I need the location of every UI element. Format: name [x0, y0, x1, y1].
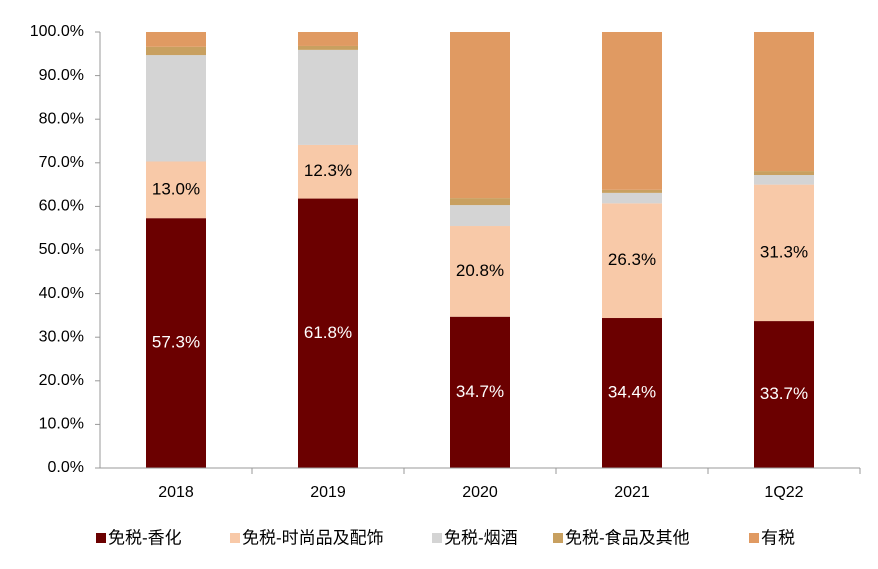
- bar-segment: [450, 226, 510, 317]
- y-tick-label: 50.0%: [39, 241, 84, 258]
- x-tick-label: 2019: [310, 484, 346, 501]
- value-label: 61.8%: [304, 323, 352, 342]
- bar-segment: [602, 189, 662, 193]
- y-tick-label: 20.0%: [39, 372, 84, 389]
- bar-segment: [298, 32, 358, 46]
- y-tick-label: 70.0%: [39, 154, 84, 171]
- y-tick-label: 100.0%: [30, 23, 84, 40]
- bar-segment: [146, 161, 206, 219]
- bar-segment: [298, 45, 358, 50]
- x-tick-label: 1Q22: [764, 484, 803, 501]
- bar-segment: [450, 198, 510, 206]
- legend-label: 免税-烟酒: [444, 528, 518, 547]
- value-label: 34.7%: [456, 382, 504, 401]
- bar-segment: [298, 144, 358, 199]
- bar-segment: [602, 203, 662, 319]
- bar-segment: [146, 55, 206, 162]
- y-tick-label: 60.0%: [39, 198, 84, 215]
- x-tick-label: 2018: [158, 484, 194, 501]
- x-tick-label: 2021: [614, 484, 650, 501]
- y-tick-label: 30.0%: [39, 328, 84, 345]
- value-label: 13.0%: [152, 179, 200, 198]
- x-tick-label: 2020: [462, 484, 498, 501]
- legend-label: 有税: [761, 528, 795, 547]
- legend-swatch: [749, 533, 759, 543]
- bar-segment: [146, 218, 206, 468]
- legend-swatch: [553, 533, 563, 543]
- y-tick-label: 10.0%: [39, 416, 84, 433]
- bar-segment: [754, 175, 814, 185]
- bar-segment: [450, 316, 510, 468]
- bar-segment: [754, 32, 814, 172]
- legend-label: 免税-香化: [108, 528, 182, 547]
- value-label: 31.3%: [760, 242, 808, 261]
- bar-segment: [298, 198, 358, 468]
- bar-segment: [754, 184, 814, 322]
- bar-segment: [754, 171, 814, 176]
- legend-swatch: [96, 533, 106, 543]
- bar-segment: [602, 318, 662, 468]
- value-label: 34.4%: [608, 382, 656, 401]
- y-tick-label: 0.0%: [48, 459, 84, 476]
- bar-segment: [450, 205, 510, 227]
- legend-label: 免税-时尚品及配饰: [242, 528, 384, 547]
- bar-segment: [602, 192, 662, 204]
- bar-segment: [754, 321, 814, 468]
- value-label: 12.3%: [304, 161, 352, 180]
- y-tick-label: 90.0%: [39, 67, 84, 84]
- value-label: 33.7%: [760, 384, 808, 403]
- value-label: 26.3%: [608, 250, 656, 269]
- bar-segment: [146, 46, 206, 56]
- bar-segment: [602, 32, 662, 190]
- legend-swatch: [230, 533, 240, 543]
- bar-segment: [298, 49, 358, 145]
- legend-swatch: [432, 533, 442, 543]
- y-tick-label: 80.0%: [39, 110, 84, 127]
- bar-segment: [450, 32, 510, 199]
- bar-segment: [146, 32, 206, 47]
- value-label: 57.3%: [152, 333, 200, 352]
- legend-label: 免税-食品及其他: [565, 528, 690, 547]
- value-label: 20.8%: [456, 261, 504, 280]
- y-tick-label: 40.0%: [39, 285, 84, 302]
